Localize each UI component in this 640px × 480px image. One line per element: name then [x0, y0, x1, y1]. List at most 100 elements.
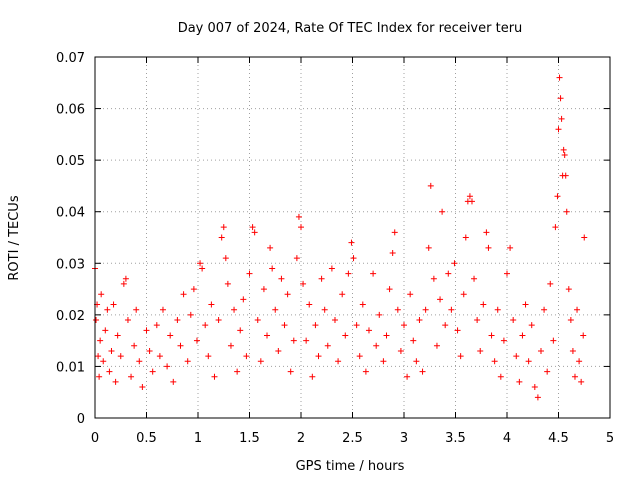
data-point — [386, 286, 393, 293]
data-point — [571, 373, 578, 380]
data-point — [394, 306, 401, 313]
data-point — [100, 358, 107, 365]
data-point — [318, 275, 325, 282]
data-point — [339, 291, 346, 298]
data-point — [114, 332, 121, 339]
data-point — [544, 368, 551, 375]
data-point — [153, 322, 160, 329]
data-point — [133, 306, 140, 313]
data-point — [211, 373, 218, 380]
data-point — [541, 306, 548, 313]
y-tick-label: 0.03 — [56, 257, 85, 272]
data-point — [425, 244, 432, 251]
data-point — [562, 172, 569, 179]
data-point — [231, 306, 238, 313]
data-point — [328, 265, 335, 272]
data-point — [356, 353, 363, 360]
data-point — [488, 332, 495, 339]
data-point — [563, 208, 570, 215]
data-point — [471, 275, 478, 282]
data-point — [249, 224, 256, 231]
data-point — [457, 353, 464, 360]
data-point — [362, 368, 369, 375]
y-tick-label: 0.05 — [56, 154, 85, 169]
data-point — [565, 286, 572, 293]
data-point — [257, 358, 264, 365]
data-point — [222, 255, 229, 262]
data-point — [131, 342, 138, 349]
data-point — [410, 337, 417, 344]
data-point — [439, 208, 446, 215]
data-point — [448, 306, 455, 313]
data-point — [278, 275, 285, 282]
data-point — [117, 353, 124, 360]
data-point — [522, 301, 529, 308]
data-point — [491, 358, 498, 365]
data-point — [550, 337, 557, 344]
data-point — [287, 368, 294, 375]
data-point — [174, 317, 181, 324]
data-point — [383, 332, 390, 339]
data-point — [531, 384, 538, 391]
data-point — [218, 234, 225, 241]
data-point — [353, 322, 360, 329]
y-tick-label: 0.06 — [56, 103, 85, 118]
data-point — [569, 347, 576, 354]
data-point — [104, 306, 111, 313]
data-point — [401, 322, 407, 329]
data-point — [295, 213, 302, 220]
data-point — [497, 373, 504, 380]
data-point — [574, 306, 581, 313]
x-tick-label: 1 — [194, 431, 202, 446]
data-point — [500, 337, 507, 344]
data-point — [404, 373, 411, 380]
data-point — [324, 342, 331, 349]
data-point — [331, 317, 338, 324]
data-point — [510, 317, 517, 324]
data-point — [110, 301, 117, 308]
data-point — [306, 301, 313, 308]
data-point — [345, 270, 352, 277]
data-point — [96, 373, 103, 380]
data-point — [321, 306, 328, 313]
data-point — [180, 291, 187, 298]
data-point — [580, 332, 587, 339]
data-point — [281, 322, 288, 329]
data-point — [128, 373, 135, 380]
data-point — [272, 306, 279, 313]
data-point — [246, 270, 253, 277]
y-tick-label: 0.02 — [56, 309, 85, 324]
data-point — [442, 322, 449, 329]
data-point — [554, 193, 561, 200]
data-point — [460, 291, 467, 298]
data-point — [264, 332, 271, 339]
data-point — [284, 291, 291, 298]
x-tick-label: 0 — [91, 431, 99, 446]
x-tick-label: 4.5 — [548, 431, 569, 446]
y-tick-label: 0.04 — [56, 206, 85, 221]
data-point — [370, 270, 377, 277]
data-point — [413, 358, 420, 365]
data-point — [97, 337, 104, 344]
data-point — [528, 322, 535, 329]
data-point — [359, 301, 366, 308]
data-point — [237, 327, 244, 334]
data-point — [555, 126, 562, 133]
chart-title: Day 007 of 2024, Rate Of TEC Index for r… — [178, 21, 523, 36]
data-point — [102, 327, 109, 334]
data-point — [112, 378, 119, 385]
x-tick-labels: 0 0.5 1 1.5 2 2.5 3 3.5 4 4.5 5 — [91, 431, 614, 446]
data-point — [537, 347, 544, 354]
data-point — [199, 265, 206, 272]
data-point — [445, 270, 452, 277]
data-point — [298, 224, 304, 231]
data-point — [224, 280, 231, 287]
data-point — [227, 342, 234, 349]
data-point — [143, 327, 150, 334]
data-points — [92, 74, 588, 401]
x-tick-label: 1.5 — [239, 431, 260, 446]
y-tick-label: 0 — [77, 412, 85, 427]
data-point — [365, 327, 372, 334]
y-axis-title: ROTI / TECUs — [7, 195, 22, 280]
data-point — [167, 332, 174, 339]
